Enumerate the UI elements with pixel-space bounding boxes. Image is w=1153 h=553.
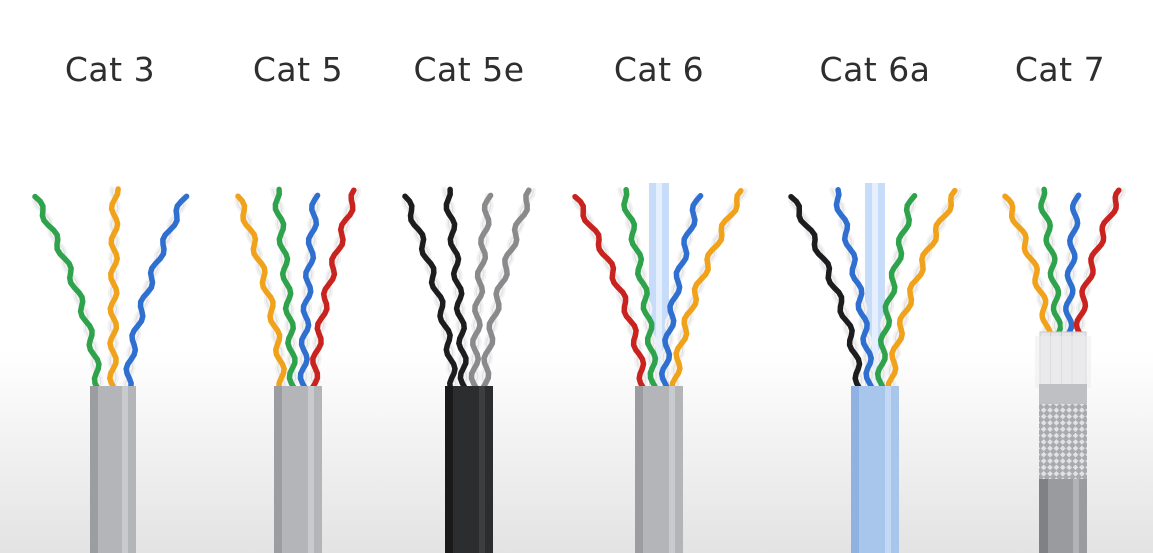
colored-wire [297, 192, 321, 391]
jacket-collar [1039, 384, 1087, 406]
white-stripe-wire-edge [481, 189, 534, 389]
white-stripe-wire-edge [300, 194, 319, 389]
cable-cat-5e [401, 186, 536, 553]
jacket-highlight [479, 386, 485, 553]
colored-wire [32, 193, 102, 391]
white-stripe-wire-edge [443, 188, 468, 389]
label-cat-3: Cat 3 [64, 50, 156, 89]
colored-wire [402, 193, 458, 391]
colored-wire [272, 186, 298, 391]
colored-wire [443, 186, 469, 391]
jacket-highlight [885, 386, 891, 553]
white-stripe-wire [788, 193, 865, 391]
label-cat-5: Cat 5 [252, 50, 344, 89]
colored-wire [885, 187, 958, 391]
white-stripe-wire-edge [672, 190, 746, 389]
colored-wire [874, 193, 918, 391]
white-stripe-wire-edge [619, 189, 657, 389]
foil-wrap [1035, 336, 1091, 388]
spline-filler-highlight [872, 183, 878, 386]
jacket-shade [851, 386, 859, 553]
braided-shield [1039, 404, 1087, 479]
white-stripe-wire [670, 187, 748, 391]
colored-wire [1063, 192, 1082, 338]
jacket-highlight [669, 386, 675, 553]
colored-wire [1002, 193, 1053, 338]
label-cat-7: Cat 7 [1014, 50, 1106, 89]
colored-wire [106, 186, 121, 391]
colored-wire [833, 187, 875, 391]
colored-wire [123, 193, 190, 391]
white-stripe-wire-edge [877, 195, 915, 389]
cable-cat-6a [788, 183, 962, 553]
colored-wire [788, 193, 863, 391]
white-stripe-wire-edge [272, 188, 297, 389]
white-stripe-wire-edge [661, 195, 700, 389]
white-stripe-wire-edge [471, 194, 492, 389]
label-cat-5e: Cat 5e [413, 50, 525, 89]
white-stripe-wire-edge [831, 189, 873, 389]
jacket-shade [635, 386, 643, 553]
jacket-shade [445, 386, 453, 553]
jacket-highlight [308, 386, 314, 553]
colored-wire [1038, 186, 1064, 338]
label-cat-6: Cat 6 [613, 50, 705, 89]
colored-wire [572, 193, 647, 391]
cable-cat-6 [572, 183, 748, 553]
colored-wire [1073, 187, 1122, 338]
white-stripe-wire [886, 187, 962, 391]
white-stripe-wire-edge [310, 189, 359, 389]
spline-filler-highlight [656, 183, 662, 386]
cable-cat-5 [234, 186, 361, 553]
colored-wire [480, 187, 532, 391]
cable-cat-3 [32, 186, 190, 553]
jacket-shade [90, 386, 98, 553]
colored-wire [468, 192, 494, 391]
colored-wire [658, 193, 704, 391]
cable-cat-7 [1001, 186, 1126, 553]
white-stripe-wire-edge [1004, 195, 1050, 336]
jacket-shade [274, 386, 282, 553]
jacket-highlight [1073, 479, 1079, 553]
jacket-highlight [122, 386, 128, 553]
label-cat-6a: Cat 6a [819, 50, 931, 89]
white-stripe-wire-edge [888, 190, 960, 389]
jacket-shade [1039, 479, 1048, 553]
colored-wire [621, 186, 659, 391]
colored-wire [669, 187, 744, 391]
colored-wire [309, 187, 357, 391]
colored-wire [235, 193, 287, 391]
